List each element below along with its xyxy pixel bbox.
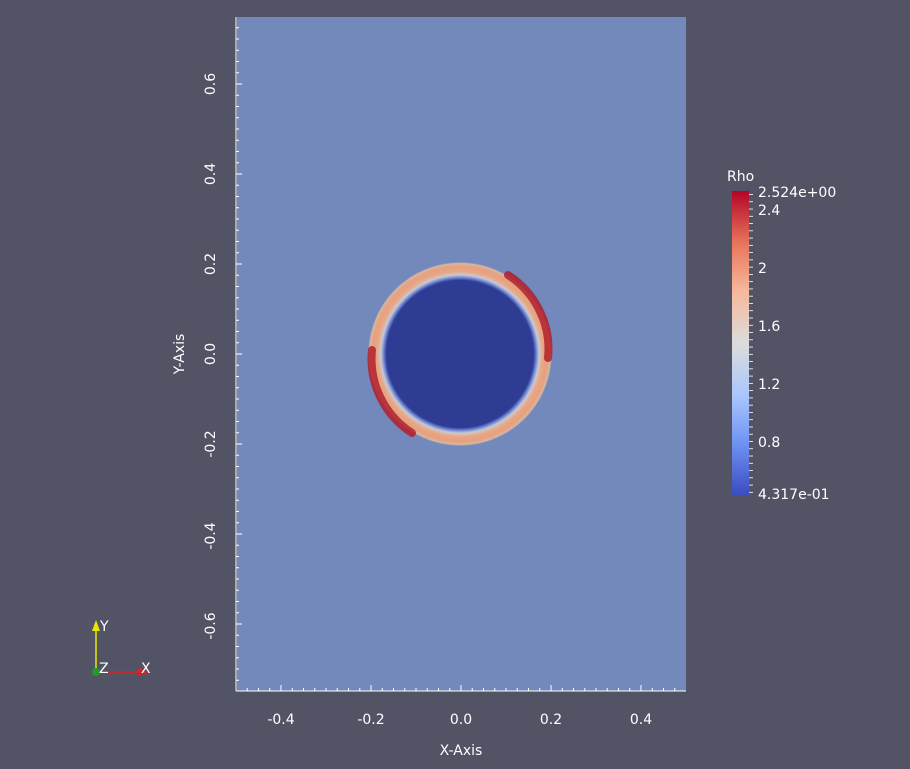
color-legend-max-label: 2.524e+00 — [758, 185, 836, 201]
orientation-axes-widget[interactable]: Y X Z — [92, 619, 151, 677]
x-tick-label: 0.4 — [630, 712, 652, 728]
y-tick-label: -0.4 — [203, 522, 219, 549]
y-tick-label: 0.6 — [203, 73, 219, 95]
color-legend-tick-label: 2.4 — [758, 203, 780, 219]
y-tick-label: -0.6 — [203, 612, 219, 639]
density-ring — [367, 262, 553, 446]
color-legend-ticks — [749, 194, 753, 493]
x-axis-title: X-Axis — [440, 743, 483, 759]
x-tick-label: 0.0 — [450, 712, 472, 728]
x-axis-ticks — [235, 685, 676, 691]
y-axis-title: Y-Axis — [172, 334, 188, 376]
color-legend-bar — [732, 191, 749, 495]
color-legend-tick-label: 1.6 — [758, 319, 780, 335]
x-tick-label: -0.2 — [357, 712, 384, 728]
y-axis-ticks — [236, 27, 242, 681]
orientation-z-dot — [92, 668, 100, 676]
x-tick-label: 0.2 — [540, 712, 562, 728]
color-legend[interactable]: Rho 2.524e+00 2.4 2 1.6 1.2 0.8 4.317e-0… — [727, 169, 836, 503]
orientation-y-arrowhead — [92, 620, 100, 631]
y-tick-label: -0.2 — [203, 430, 219, 457]
x-tick-label: -0.4 — [267, 712, 294, 728]
orientation-y-label: Y — [99, 619, 109, 635]
orientation-z-label: Z — [99, 661, 109, 677]
color-legend-min-label: 4.317e-01 — [758, 487, 830, 503]
color-legend-tick-label: 2 — [758, 261, 767, 277]
y-tick-label: 0.2 — [203, 253, 219, 275]
color-legend-tick-label: 0.8 — [758, 435, 780, 451]
y-tick-label: 0.4 — [203, 163, 219, 185]
orientation-x-label: X — [141, 661, 151, 677]
orientation-x-arrowhead — [138, 668, 149, 676]
color-legend-tick-label: 1.2 — [758, 377, 780, 393]
color-legend-title: Rho — [727, 169, 754, 185]
y-tick-label: 0.0 — [203, 343, 219, 365]
